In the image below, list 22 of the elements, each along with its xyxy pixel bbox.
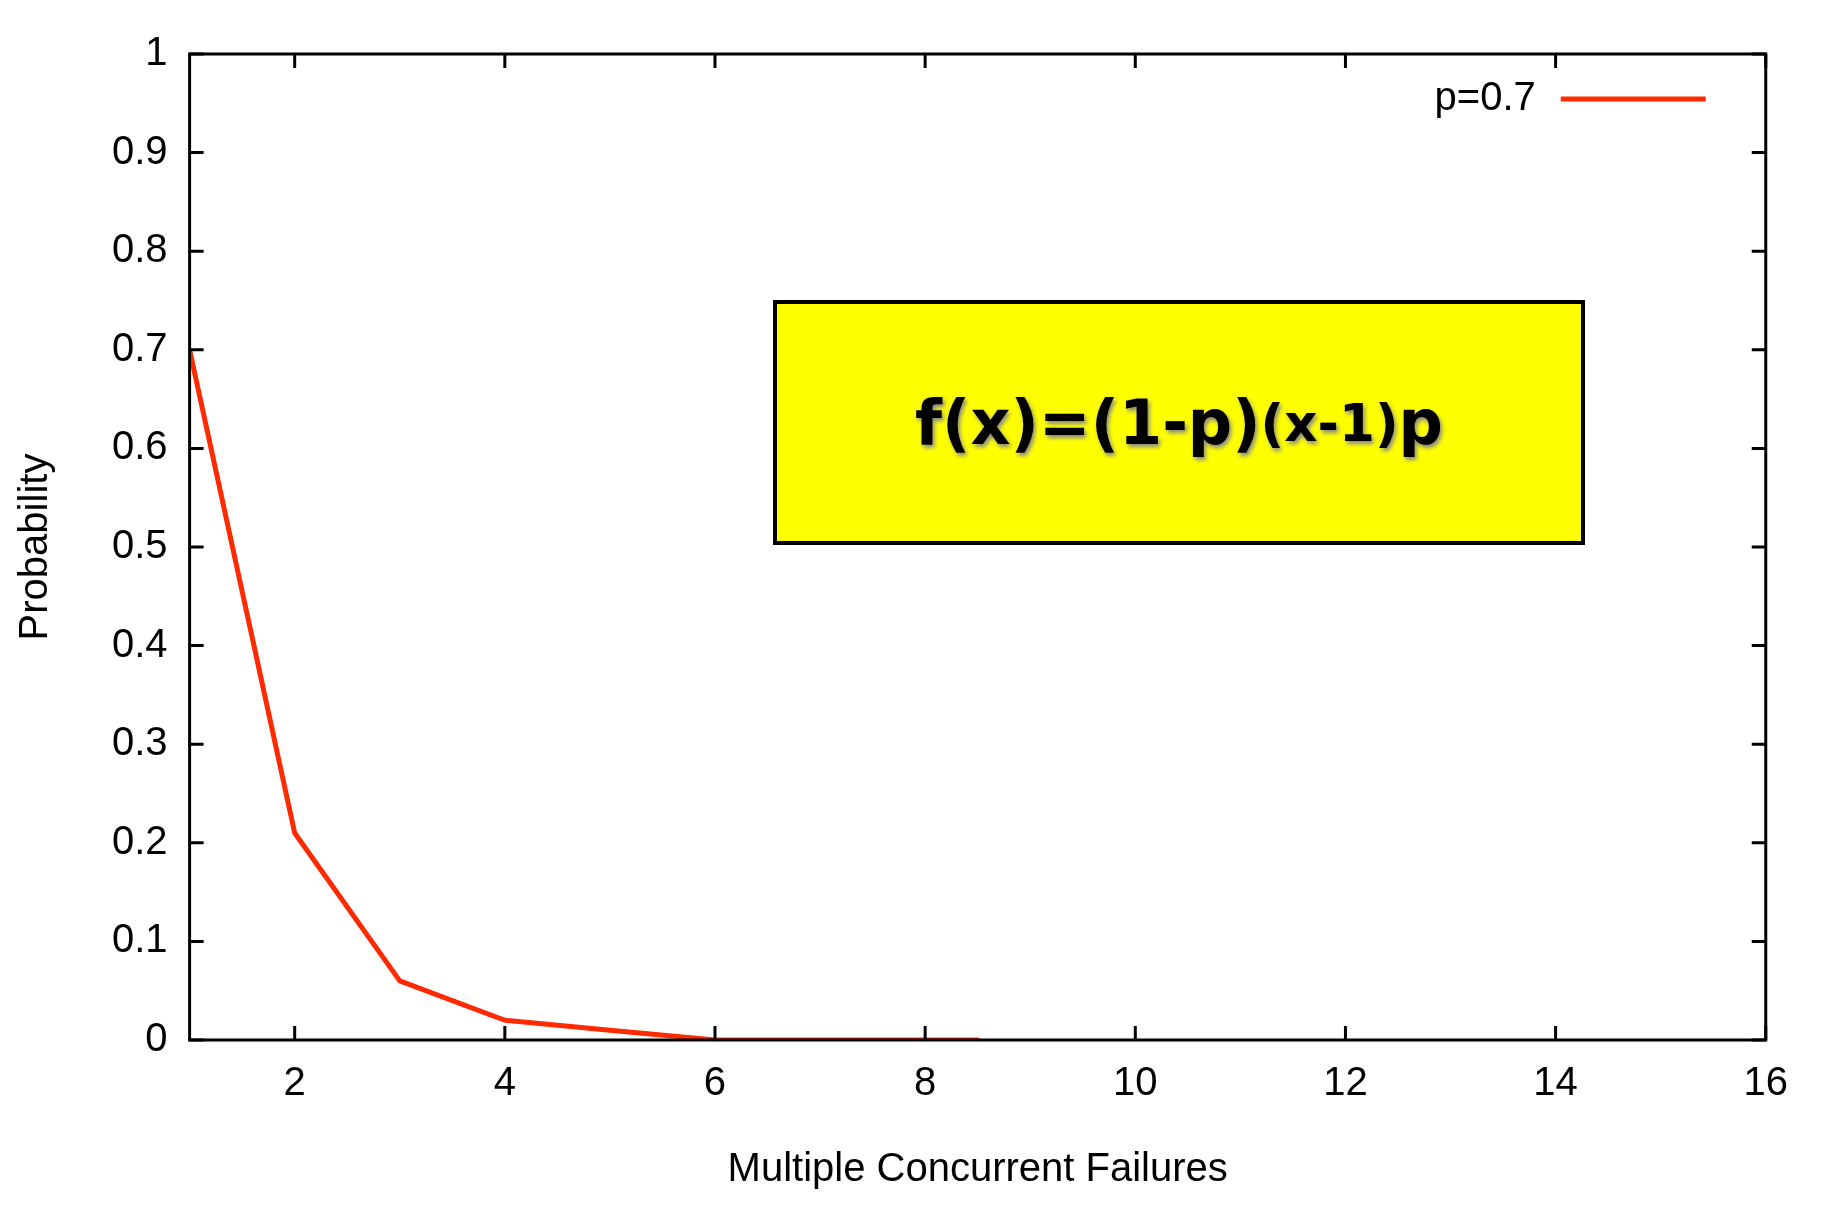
- y-tick-label: 0.3: [112, 719, 168, 764]
- y-tick-label: 0.2: [112, 817, 168, 862]
- y-tick-label: 1: [145, 29, 168, 74]
- y-axis-title: Probability: [11, 453, 56, 641]
- y-tick-label: 0.8: [112, 226, 168, 271]
- y-tick-label: 0.1: [112, 916, 168, 961]
- legend-label: p=0.7: [1434, 74, 1536, 119]
- x-tick-label: 6: [703, 1059, 727, 1104]
- y-tick-label: 0.6: [112, 423, 168, 468]
- x-tick-label: 16: [1743, 1059, 1788, 1104]
- x-tick-label: 14: [1533, 1059, 1578, 1104]
- y-tick-label: 0.9: [112, 127, 168, 172]
- y-tick-label: 0.7: [112, 324, 168, 369]
- x-axis-title: Multiple Concurrent Failures: [727, 1145, 1228, 1190]
- y-tick-label: 0.4: [112, 620, 168, 665]
- x-tick-label: 8: [914, 1059, 937, 1104]
- x-tick-label: 10: [1113, 1059, 1158, 1104]
- x-tick-label: 12: [1323, 1059, 1368, 1104]
- x-tick-label: 2: [283, 1059, 306, 1104]
- y-tick-label: 0: [145, 1015, 168, 1060]
- x-tick-label: 4: [493, 1059, 516, 1104]
- y-tick-label: 0.5: [112, 522, 168, 567]
